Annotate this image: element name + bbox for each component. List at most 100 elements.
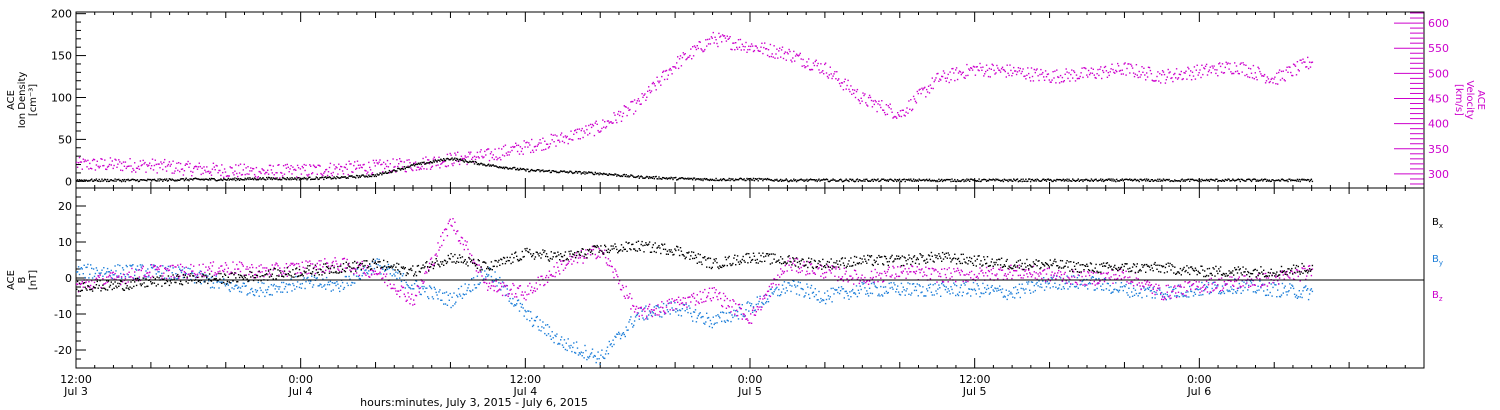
series-point-By [1036, 281, 1038, 284]
series-point-By [431, 296, 434, 298]
series-point-magenta [228, 175, 230, 177]
series-point-Bz [661, 301, 663, 303]
series-point-black [1275, 179, 1277, 182]
series-point-black [1264, 178, 1267, 180]
series-point-black [527, 168, 529, 171]
series-point-Bz [249, 266, 251, 269]
series-point-black [1123, 178, 1125, 181]
series-point-black [1096, 180, 1098, 182]
series-point-magenta [794, 60, 796, 62]
series-point-magenta [98, 167, 100, 169]
series-point-Bz [200, 270, 202, 273]
series-point-By [152, 264, 155, 266]
series-point-magenta [986, 69, 989, 71]
series-point-black [576, 172, 579, 174]
series-point-black [1042, 178, 1044, 181]
series-point-Bz [575, 252, 578, 254]
series-point-black [399, 169, 402, 171]
series-point-By [734, 315, 736, 317]
series-point-By [429, 286, 432, 288]
series-point-black [494, 165, 496, 167]
series-point-magenta [1102, 71, 1105, 74]
series-point-magenta [952, 67, 954, 70]
series-point-black [1266, 179, 1269, 181]
series-point-By [179, 268, 181, 270]
series-point-By [109, 275, 112, 277]
series-point-magenta [591, 123, 594, 126]
series-point-By [758, 300, 760, 303]
series-point-By [121, 267, 124, 269]
series-point-magenta [146, 164, 148, 166]
series-point-black [670, 176, 672, 179]
series-point-magenta [1015, 73, 1018, 76]
series-point-By [240, 291, 243, 293]
series-point-magenta [1228, 68, 1230, 70]
series-point-Bz [245, 268, 247, 270]
series-point-magenta [610, 121, 612, 123]
series-point-magenta [188, 166, 190, 168]
series-point-magenta [871, 106, 874, 108]
series-point-By [573, 342, 575, 344]
series-point-By [1042, 280, 1044, 282]
series-point-black [338, 177, 340, 179]
series-point-magenta [573, 133, 575, 135]
series-point-black [1149, 180, 1152, 182]
series-point-black [680, 177, 683, 179]
series-point-black [985, 179, 987, 181]
series-point-black [688, 178, 690, 180]
series-point-black [1064, 179, 1066, 181]
series-point-By [1259, 280, 1261, 282]
series-point-magenta [1234, 62, 1236, 64]
series-point-magenta [1072, 77, 1074, 79]
series-point-black [706, 178, 708, 180]
series-point-magenta [1059, 74, 1062, 77]
series-point-black [411, 164, 413, 166]
series-point-Bz [315, 265, 317, 268]
series-point-black [957, 180, 960, 182]
series-point-magenta [1131, 67, 1134, 69]
series-point-black [555, 170, 557, 173]
series-point-magenta [1104, 65, 1107, 68]
series-point-By [436, 294, 438, 296]
series-point-magenta [687, 56, 689, 59]
series-point-By [879, 295, 881, 297]
series-point-black [340, 177, 342, 179]
series-point-By [733, 309, 735, 312]
series-point-black [897, 179, 899, 181]
series-point-Bz [608, 264, 610, 267]
series-point-magenta [1173, 73, 1175, 76]
series-point-By [172, 267, 174, 269]
series-point-By [678, 309, 681, 311]
series-point-magenta [451, 163, 453, 165]
series-point-magenta [809, 69, 812, 71]
series-point-Bz [180, 269, 183, 272]
series-point-By [1000, 291, 1003, 294]
series-point-By [722, 312, 725, 314]
series-point-By [996, 290, 998, 292]
series-point-magenta [614, 114, 616, 116]
series-point-magenta [937, 72, 939, 75]
series-point-black [296, 179, 298, 181]
series-point-Bz [307, 261, 309, 263]
series-point-magenta [1190, 70, 1192, 72]
series-point-black [970, 178, 973, 180]
series-point-black [285, 178, 288, 181]
series-point-Bz [595, 257, 597, 260]
series-point-By [574, 352, 577, 354]
series-point-black [915, 180, 918, 182]
series-point-By [765, 300, 768, 303]
series-point-black [470, 161, 472, 163]
series-point-Bz [145, 276, 147, 278]
series-point-By [990, 286, 992, 288]
series-point-By [106, 267, 109, 270]
series-point-Bz [340, 270, 343, 273]
series-point-magenta [189, 162, 191, 165]
series-point-magenta [1061, 76, 1064, 79]
series-point-magenta [545, 148, 547, 150]
series-point-By [1220, 292, 1223, 294]
series-point-By [726, 319, 728, 321]
series-point-black [999, 179, 1001, 181]
series-point-black [306, 179, 308, 181]
series-point-By [333, 282, 335, 284]
series-point-magenta [754, 45, 757, 47]
